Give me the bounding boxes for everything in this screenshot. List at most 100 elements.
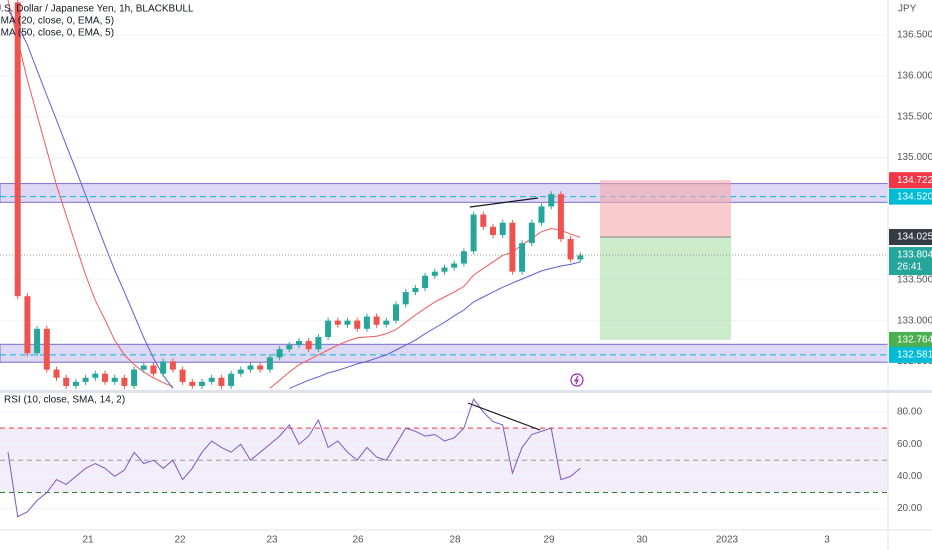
x-tick-label: 21 bbox=[82, 535, 94, 546]
y-tick-label: 133.500 bbox=[897, 274, 932, 285]
indicator-label: EMA (20, close, 0, EMA, 5) bbox=[0, 16, 114, 27]
zone bbox=[0, 343, 888, 363]
candle bbox=[383, 320, 390, 325]
candle bbox=[577, 255, 584, 260]
candle bbox=[218, 377, 225, 386]
candle bbox=[131, 369, 138, 386]
price-tag bbox=[889, 188, 932, 205]
x-tick-label: 28 bbox=[449, 535, 461, 546]
stop-zone bbox=[600, 180, 731, 238]
candle bbox=[470, 214, 477, 252]
rsi-divergence bbox=[467, 402, 541, 431]
candle bbox=[528, 222, 535, 244]
price-tag-label: 134.722 bbox=[897, 175, 932, 186]
candle bbox=[296, 341, 302, 346]
candle bbox=[315, 336, 322, 350]
candle bbox=[354, 320, 361, 329]
candle bbox=[431, 271, 438, 276]
ema-fast bbox=[7, 0, 581, 389]
x-tick-label: 22 bbox=[174, 535, 186, 546]
candle bbox=[43, 328, 50, 370]
divergence-line bbox=[469, 197, 539, 208]
candle bbox=[509, 222, 516, 272]
price-tag bbox=[889, 229, 932, 246]
price-tag bbox=[889, 172, 932, 189]
candle bbox=[441, 267, 448, 272]
candle bbox=[412, 288, 419, 293]
candle bbox=[344, 320, 351, 325]
candle bbox=[179, 369, 186, 382]
candle bbox=[363, 316, 370, 329]
candle bbox=[334, 320, 341, 325]
symbol-title: U.S. Dollar / Japanese Yen, 1h, BLACKBUL… bbox=[0, 4, 194, 15]
zone bbox=[0, 183, 888, 203]
candle bbox=[140, 365, 147, 370]
candle bbox=[150, 365, 157, 374]
candle bbox=[373, 316, 380, 325]
candle bbox=[460, 251, 467, 264]
rsi-pane bbox=[0, 398, 888, 518]
candle bbox=[14, 2, 21, 297]
candle bbox=[286, 345, 293, 350]
candle bbox=[276, 349, 283, 358]
target-zone bbox=[600, 237, 731, 340]
x-tick-label: 23 bbox=[266, 535, 278, 546]
candle bbox=[393, 304, 399, 321]
candle bbox=[102, 373, 108, 382]
rsi-label: RSI (10, close, SMA, 14, 2) bbox=[4, 395, 125, 406]
candle bbox=[82, 377, 89, 382]
candle bbox=[247, 365, 254, 370]
candle bbox=[480, 214, 487, 227]
rsi-tick-label: 60.00 bbox=[897, 439, 922, 450]
candle bbox=[199, 381, 205, 386]
y-tick-label: 133.000 bbox=[897, 315, 932, 326]
rsi-tick-label: 20.00 bbox=[897, 503, 922, 514]
candle bbox=[422, 275, 429, 289]
rsi-tick-label: 80.00 bbox=[897, 407, 922, 418]
candle bbox=[402, 292, 409, 305]
price-tag-label: 133.804 bbox=[897, 250, 932, 261]
candle bbox=[266, 357, 273, 370]
candle bbox=[538, 206, 545, 223]
candle bbox=[24, 296, 31, 354]
candle bbox=[111, 377, 118, 382]
price-tag-label: 134.520 bbox=[897, 191, 932, 202]
candle bbox=[34, 328, 41, 354]
ema-slow bbox=[7, 9, 581, 389]
price-tag-label: 132.764 bbox=[897, 335, 932, 346]
candle bbox=[53, 369, 60, 378]
price-tag bbox=[889, 247, 932, 276]
price-tag-label: 134.025 bbox=[897, 232, 932, 243]
candle bbox=[169, 361, 176, 370]
candle bbox=[121, 377, 128, 386]
alert-icon[interactable] bbox=[570, 373, 584, 387]
candle bbox=[63, 377, 70, 386]
candle bbox=[92, 373, 99, 378]
y-tick-label: 136.000 bbox=[897, 71, 932, 82]
candle bbox=[305, 341, 312, 350]
y-tick-label: 135.000 bbox=[897, 152, 932, 163]
candle bbox=[257, 365, 264, 370]
x-tick-label: 26 bbox=[352, 535, 364, 546]
candle bbox=[490, 226, 496, 235]
rsi-line bbox=[7, 398, 581, 518]
candle bbox=[160, 361, 167, 374]
x-tick-label: 2023 bbox=[716, 535, 739, 546]
indicator-label: EMA (50, close, 0, EMA, 5) bbox=[0, 28, 114, 39]
x-tick-label: 3 bbox=[824, 535, 830, 546]
candle bbox=[208, 377, 215, 382]
candle bbox=[451, 263, 458, 268]
y-tick-label: 136.500 bbox=[897, 30, 932, 41]
price-tag bbox=[889, 346, 932, 363]
candle bbox=[499, 222, 506, 235]
candle bbox=[519, 243, 526, 272]
price-tag-label: 132.581 bbox=[897, 349, 932, 360]
main-pane bbox=[0, 0, 888, 389]
y-tick-label: 135.500 bbox=[897, 111, 932, 122]
candle bbox=[325, 320, 332, 337]
candle bbox=[567, 239, 574, 260]
countdown: 26:41 bbox=[897, 262, 922, 273]
